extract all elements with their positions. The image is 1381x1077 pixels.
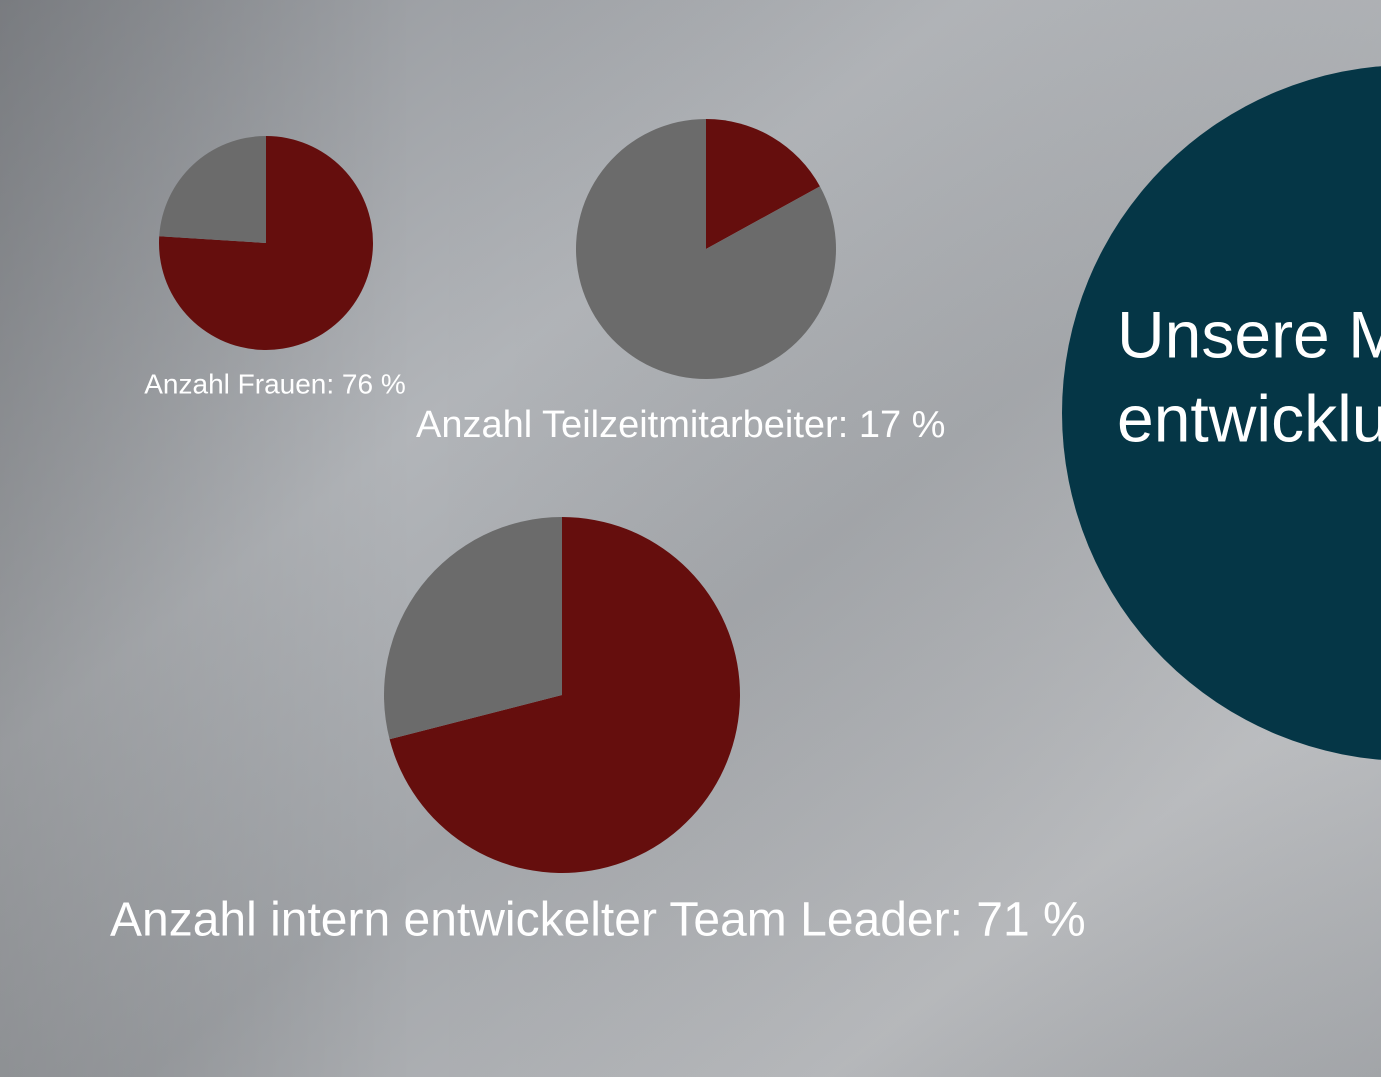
pie-slice [576,119,837,379]
heading-line: entwicklu [1117,381,1381,455]
heading-line: Unsere M [1117,297,1381,371]
pie-label: Anzahl intern entwickelter Team Leader: … [110,894,1086,947]
pie-slice [706,119,820,249]
pie-slice [159,136,266,243]
pie-label: Anzahl Teilzeitmitarbeiter: 17 % [416,404,945,446]
pie-label: Anzahl Frauen: 76 % [144,368,406,399]
charts: Anzahl Frauen: 76 % Anzahl Teilzeitmitarb… [110,119,1086,947]
pie-slice [384,517,562,740]
pie-slice [389,517,740,874]
heading-circle [1062,66,1381,760]
